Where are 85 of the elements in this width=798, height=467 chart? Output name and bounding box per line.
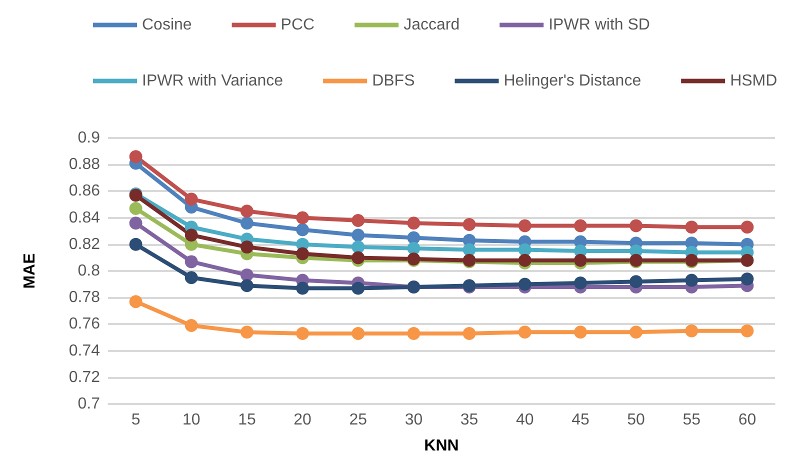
y-tick-label: 0.82 — [68, 236, 100, 253]
point — [462, 243, 476, 256]
point — [352, 327, 365, 340]
x-tick-label: 35 — [460, 412, 478, 428]
point — [184, 228, 198, 242]
point — [184, 271, 198, 284]
point — [685, 324, 698, 338]
x-tick-label: 5 — [131, 412, 140, 428]
point — [740, 272, 754, 286]
point — [240, 204, 254, 218]
x-axis-title: KNN — [424, 438, 459, 454]
point — [574, 219, 587, 232]
point — [740, 324, 754, 338]
point — [574, 254, 587, 267]
point — [240, 216, 254, 230]
legend-label: Helinger's Distance — [504, 72, 642, 90]
y-tick-label: 0.78 — [68, 289, 100, 306]
y-tick-label: 0.8 — [78, 262, 100, 280]
x-tick-label: 20 — [294, 412, 312, 428]
point — [129, 202, 142, 215]
point — [184, 192, 198, 206]
legend-label: IPWR with SD — [548, 16, 650, 34]
y-axis-title: MAE — [22, 252, 38, 289]
point — [296, 327, 310, 340]
y-tick-label: 0.7 — [78, 396, 100, 412]
legend-label: IPWR with Variance — [142, 72, 284, 90]
y-tick-label: 0.74 — [68, 342, 100, 360]
point — [407, 242, 420, 255]
point — [352, 214, 365, 227]
point — [574, 276, 587, 290]
x-tick-label: 50 — [627, 412, 646, 428]
point — [407, 231, 420, 244]
point — [184, 319, 198, 332]
x-tick-label: 10 — [182, 412, 200, 428]
point — [630, 275, 643, 288]
point — [407, 327, 420, 340]
y-tick-label: 0.9 — [78, 130, 100, 146]
y-tick-label: 0.72 — [68, 368, 100, 386]
legend-label: HSMD — [730, 72, 778, 90]
point — [518, 278, 532, 291]
point — [685, 274, 698, 287]
y-tick-label: 0.76 — [68, 316, 100, 333]
point — [630, 326, 643, 339]
point — [574, 326, 587, 339]
legend-label: DBFS — [372, 72, 415, 90]
point — [240, 240, 254, 254]
point — [518, 326, 532, 339]
point — [129, 238, 142, 251]
legend-label: PCC — [280, 16, 315, 34]
point — [129, 295, 142, 308]
point — [407, 216, 420, 230]
x-tick-label: 30 — [404, 412, 423, 428]
x-tick-label: 15 — [238, 412, 256, 428]
point — [240, 279, 254, 292]
point — [518, 254, 532, 267]
point — [352, 240, 365, 254]
point — [630, 219, 643, 232]
point — [184, 255, 198, 268]
x-tick-label: 60 — [738, 412, 756, 428]
point — [518, 243, 532, 256]
x-tick-label: 40 — [516, 412, 534, 428]
point — [129, 216, 142, 230]
point — [685, 220, 698, 234]
y-tick-label: 0.88 — [68, 156, 100, 174]
point — [352, 251, 365, 264]
x-tick-label: 45 — [572, 412, 590, 428]
point — [518, 219, 532, 232]
point — [129, 150, 142, 164]
legend-label: Jaccard — [404, 16, 460, 34]
point — [296, 211, 310, 224]
point — [240, 326, 254, 339]
point — [296, 247, 310, 260]
point — [240, 268, 254, 282]
x-tick-label: 55 — [682, 412, 701, 428]
point — [462, 218, 476, 231]
point — [296, 282, 310, 295]
legend-label: Cosine — [142, 16, 192, 34]
point — [740, 220, 754, 234]
point — [462, 327, 476, 340]
point — [352, 282, 365, 295]
y-tick-label: 0.84 — [68, 209, 100, 226]
point — [296, 223, 310, 236]
y-tick-label: 0.86 — [68, 182, 100, 200]
x-tick-label: 25 — [349, 412, 368, 428]
point — [352, 228, 365, 242]
